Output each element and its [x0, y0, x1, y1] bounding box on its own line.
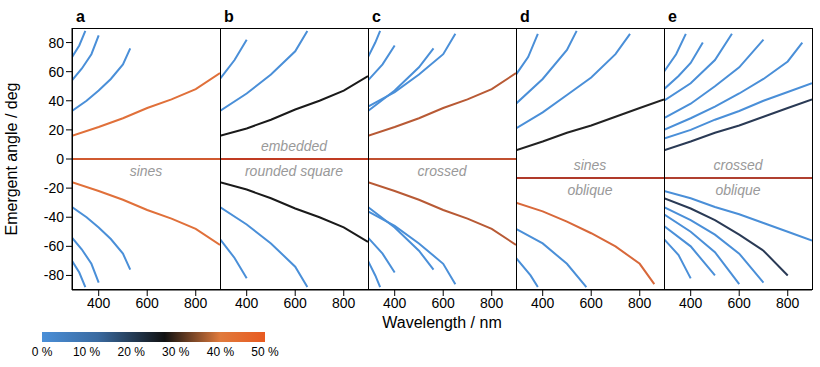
svg-text:-20: -20 — [44, 180, 64, 196]
html-text:c: c — [372, 8, 381, 25]
svg-text:400: 400 — [235, 295, 259, 311]
svg-text:0: 0 — [56, 151, 64, 167]
svg-text:20: 20 — [48, 122, 64, 138]
html-text:Wavelength / nm: Wavelength / nm — [382, 314, 502, 331]
svg-text:600: 600 — [432, 295, 456, 311]
html-text:40 %: 40 % — [206, 345, 235, 359]
html-text:oblique: oblique — [715, 181, 761, 198]
html-text:30 %: 30 % — [162, 345, 190, 359]
svg-text:-80: -80 — [44, 267, 64, 283]
svg-text:400: 400 — [87, 295, 111, 311]
html-text:sines: sines — [573, 156, 607, 173]
html-text:0 %: 0 % — [31, 345, 53, 359]
html-text:50 %: 50 % — [251, 345, 279, 359]
svg-text:60: 60 — [48, 64, 64, 80]
svg-text:800: 800 — [184, 295, 208, 311]
svg-text:80: 80 — [48, 35, 64, 51]
html-text:d: d — [520, 8, 530, 25]
svg-text:40: 40 — [48, 93, 64, 109]
svg-text:400: 400 — [531, 295, 555, 311]
svg-text:400: 400 — [679, 295, 703, 311]
html-text:20 %: 20 % — [117, 345, 145, 359]
html-text:a: a — [76, 8, 85, 25]
svg-text:600: 600 — [136, 295, 160, 311]
svg-text:800: 800 — [628, 295, 652, 311]
svg-text:800: 800 — [332, 295, 356, 311]
svg-text:600: 600 — [728, 295, 752, 311]
html-text:10 %: 10 % — [72, 345, 101, 359]
html-text:crossed: crossed — [713, 156, 763, 173]
html-text:embedded: embedded — [260, 138, 328, 154]
svg-text:600: 600 — [580, 295, 604, 311]
svg-text:800: 800 — [480, 295, 504, 311]
svg-text:600: 600 — [284, 295, 308, 311]
svg-text:400: 400 — [383, 295, 407, 311]
svg-text:-40: -40 — [44, 209, 64, 225]
html-text:rounded square: rounded square — [245, 163, 343, 179]
html-text:Emergent angle / deg: Emergent angle / deg — [3, 82, 20, 236]
html-text:e: e — [668, 8, 677, 25]
html-text:b: b — [224, 8, 234, 25]
html-text:crossed: crossed — [417, 163, 467, 179]
html-text:sines: sines — [129, 163, 163, 179]
html-text:oblique: oblique — [567, 181, 613, 198]
svg-text:800: 800 — [776, 295, 800, 311]
svg-text:-60: -60 — [44, 238, 64, 254]
